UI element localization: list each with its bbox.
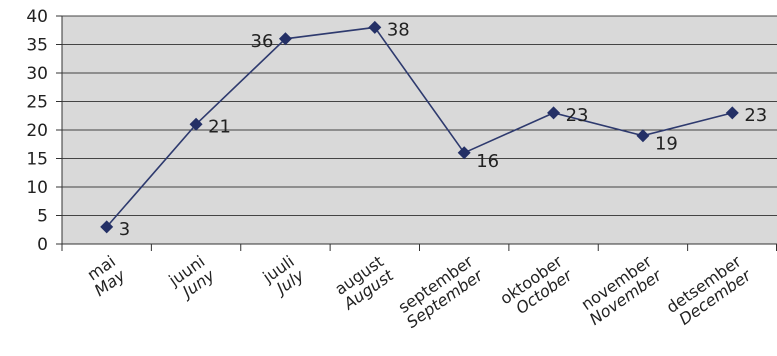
data-point bbox=[100, 220, 114, 234]
y-tick-label: 0 bbox=[37, 235, 48, 255]
data-point bbox=[547, 106, 561, 120]
data-label: 16 bbox=[476, 151, 499, 172]
data-point bbox=[278, 32, 292, 46]
y-axis: 0 5 10 15 20 25 30 35 40 bbox=[26, 7, 63, 255]
data-point bbox=[725, 106, 739, 120]
data-label: 23 bbox=[744, 105, 767, 126]
y-tick-label: 25 bbox=[26, 93, 48, 113]
data-point bbox=[189, 117, 203, 131]
y-tick-label: 5 bbox=[37, 207, 48, 227]
y-tick-label: 15 bbox=[26, 150, 48, 170]
data-label: 3 bbox=[119, 219, 130, 240]
y-tick-label: 35 bbox=[26, 36, 48, 56]
series-line bbox=[106, 26, 733, 228]
y-tick-label: 20 bbox=[26, 121, 48, 141]
data-point bbox=[368, 20, 382, 34]
y-tick-label: 40 bbox=[26, 7, 48, 27]
gridlines bbox=[62, 15, 777, 216]
data-markers bbox=[100, 20, 739, 234]
data-label: 36 bbox=[251, 31, 274, 52]
x-axis bbox=[61, 243, 777, 251]
y-tick-label: 10 bbox=[26, 178, 48, 198]
data-label: 19 bbox=[655, 134, 678, 155]
data-label: 38 bbox=[387, 19, 410, 40]
data-label: 23 bbox=[566, 105, 589, 126]
data-labels: 3 21 36 38 16 23 19 23 bbox=[119, 19, 768, 240]
data-label: 21 bbox=[208, 116, 231, 137]
data-point bbox=[636, 129, 650, 143]
y-tick-label: 30 bbox=[26, 64, 48, 84]
data-point bbox=[457, 146, 471, 160]
